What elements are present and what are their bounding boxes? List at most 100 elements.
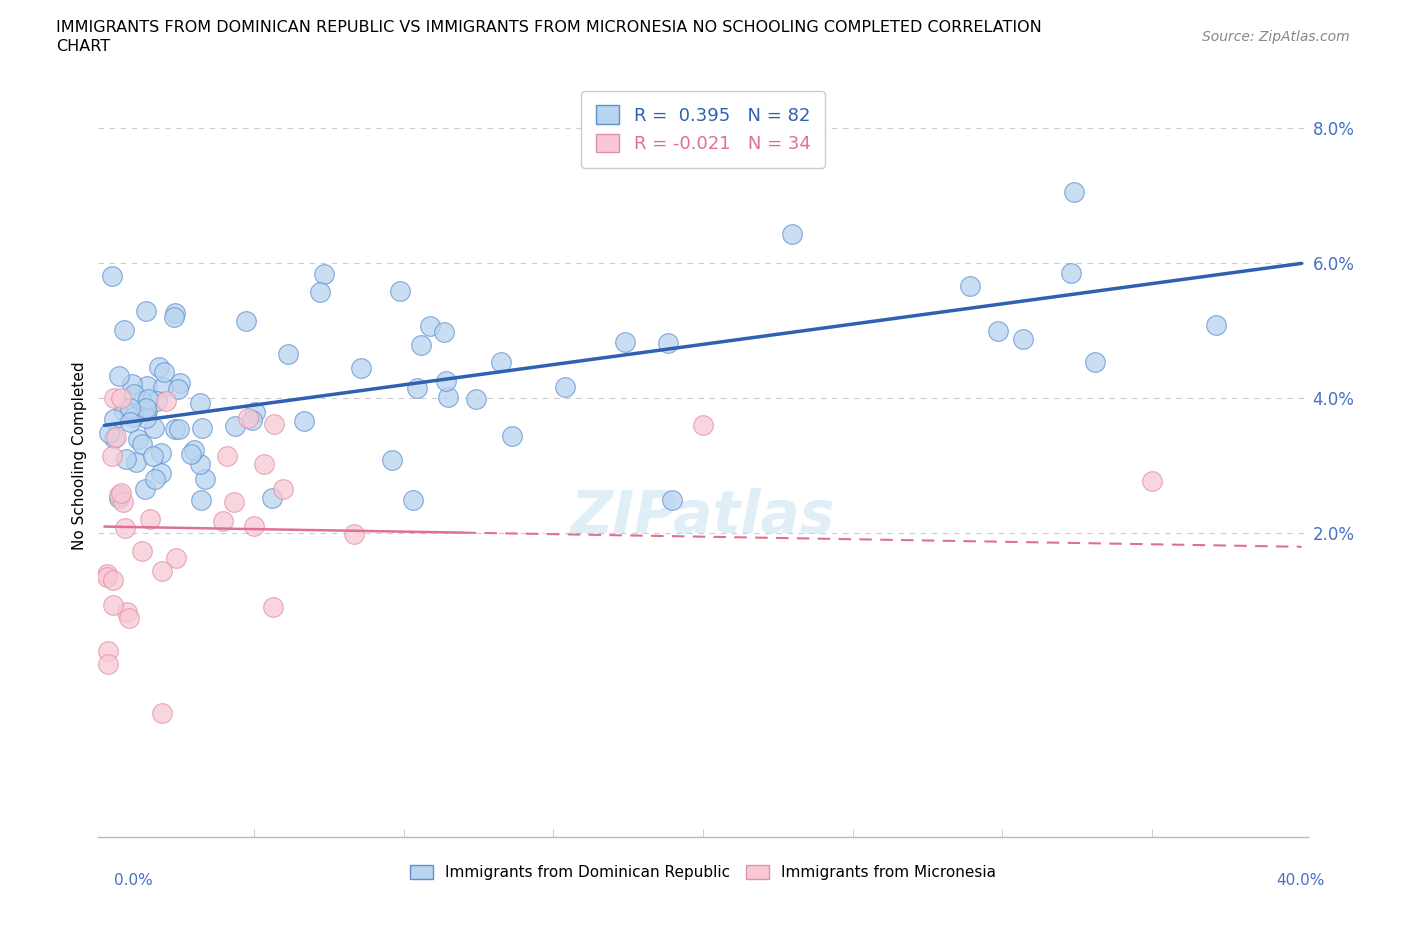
Text: ZIPatlas: ZIPatlas — [571, 488, 835, 545]
Point — [110, 485, 132, 500]
Point — [437, 390, 460, 405]
Point — [103, 411, 125, 426]
Point — [350, 361, 373, 376]
Point — [314, 266, 336, 281]
Text: 40.0%: 40.0% — [1277, 873, 1324, 888]
Point — [389, 284, 412, 299]
Point — [167, 421, 190, 436]
Legend: R =  0.395   N = 82, R = -0.021   N = 34: R = 0.395 N = 82, R = -0.021 N = 34 — [581, 91, 825, 167]
Point — [343, 526, 366, 541]
Point — [96, 566, 118, 581]
Point — [112, 495, 135, 510]
Point — [406, 380, 429, 395]
Point — [135, 400, 157, 415]
Point — [131, 437, 153, 452]
Point — [235, 313, 257, 328]
Point — [110, 391, 132, 405]
Point — [101, 573, 124, 588]
Point — [381, 453, 404, 468]
Point — [169, 376, 191, 391]
Point — [125, 404, 148, 418]
Point — [491, 354, 513, 369]
Point — [780, 226, 803, 241]
Point — [194, 472, 217, 486]
Point — [1205, 317, 1227, 332]
Point — [136, 379, 159, 393]
Point — [122, 409, 145, 424]
Point — [419, 319, 441, 334]
Point — [188, 456, 211, 471]
Point — [434, 374, 457, 389]
Point — [114, 521, 136, 536]
Point — [142, 448, 165, 463]
Point — [150, 466, 173, 481]
Point — [120, 401, 142, 416]
Point — [260, 490, 283, 505]
Text: IMMIGRANTS FROM DOMINICAN REPUBLIC VS IMMIGRANTS FROM MICRONESIA NO SCHOOLING CO: IMMIGRANTS FROM DOMINICAN REPUBLIC VS IM… — [56, 20, 1042, 35]
Point — [614, 334, 637, 349]
Point — [959, 279, 981, 294]
Point — [554, 379, 576, 394]
Point — [292, 414, 315, 429]
Point — [143, 472, 166, 486]
Point — [131, 543, 153, 558]
Point — [464, 392, 486, 406]
Point — [134, 482, 156, 497]
Point — [501, 429, 523, 444]
Point — [190, 492, 212, 507]
Point — [433, 325, 456, 339]
Point — [145, 393, 167, 408]
Point — [150, 446, 173, 461]
Point — [271, 482, 294, 497]
Point — [180, 446, 202, 461]
Point — [115, 605, 138, 620]
Point — [166, 381, 188, 396]
Point — [1084, 354, 1107, 369]
Point — [165, 551, 187, 565]
Point — [987, 324, 1010, 339]
Point — [153, 365, 176, 379]
Point — [150, 564, 173, 578]
Point — [165, 306, 187, 321]
Point — [263, 417, 285, 432]
Point — [97, 657, 120, 671]
Point — [1011, 332, 1033, 347]
Point — [103, 391, 125, 405]
Point — [262, 600, 284, 615]
Point — [122, 387, 145, 402]
Point — [309, 285, 332, 299]
Point — [1140, 473, 1163, 488]
Y-axis label: No Schooling Completed: No Schooling Completed — [72, 362, 87, 550]
Point — [115, 452, 138, 467]
Text: CHART: CHART — [56, 39, 110, 54]
Point — [101, 597, 124, 612]
Point — [401, 492, 423, 507]
Point — [162, 309, 184, 324]
Point — [211, 513, 233, 528]
Point — [135, 304, 157, 319]
Point — [101, 449, 124, 464]
Point — [112, 404, 135, 418]
Point — [108, 490, 131, 505]
Point — [217, 449, 239, 464]
Point — [100, 269, 122, 284]
Point — [243, 518, 266, 533]
Point — [97, 644, 120, 658]
Point — [191, 421, 214, 436]
Point — [411, 338, 433, 352]
Point — [253, 457, 276, 472]
Point — [188, 396, 211, 411]
Point — [148, 359, 170, 374]
Point — [108, 368, 131, 383]
Point — [121, 377, 143, 392]
Point — [135, 404, 157, 418]
Point — [136, 392, 159, 406]
Point — [138, 512, 160, 526]
Text: Source: ZipAtlas.com: Source: ZipAtlas.com — [1202, 30, 1350, 44]
Point — [112, 323, 135, 338]
Point — [155, 393, 177, 408]
Point — [1063, 184, 1085, 199]
Point — [150, 706, 173, 721]
Point — [118, 610, 141, 625]
Point — [103, 431, 125, 445]
